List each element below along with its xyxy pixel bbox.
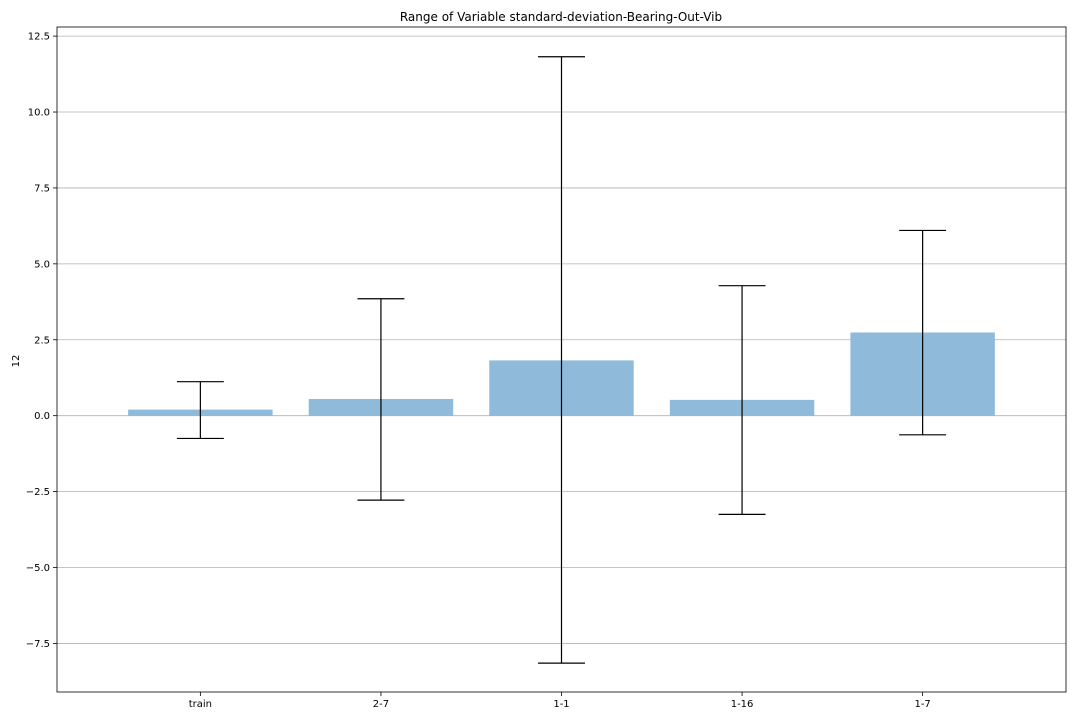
x-tick-label: train (189, 699, 212, 710)
y-tick-label: 7.5 (34, 183, 50, 194)
error-bars-layer (176, 56, 947, 664)
y-tick-label: 0.0 (34, 411, 50, 422)
chart-title: Range of Variable standard-deviation-Bea… (400, 10, 722, 24)
x-tick-label: 2-7 (373, 699, 389, 710)
y-tick-label: 5.0 (34, 259, 50, 270)
y-tick-label: 12.5 (28, 32, 50, 43)
x-axis-ticks: train 2-7 1-1 1-16 1-7 (189, 692, 931, 710)
y-tick-label: −5.0 (26, 563, 50, 574)
x-tick-label: 1-1 (553, 699, 569, 710)
x-tick-label: 1-16 (731, 699, 754, 710)
y-tick-label: −2.5 (26, 487, 50, 498)
y-axis-label: 12 (11, 355, 22, 368)
y-tick-label: 2.5 (34, 335, 50, 346)
y-tick-label: −7.5 (26, 639, 50, 650)
y-tick-label: 10.0 (28, 108, 50, 119)
x-tick-label: 1-7 (914, 699, 930, 710)
y-axis-ticks: −7.5 −5.0 −2.5 0.0 2.5 5.0 7.5 10.0 12.5 (26, 32, 57, 650)
